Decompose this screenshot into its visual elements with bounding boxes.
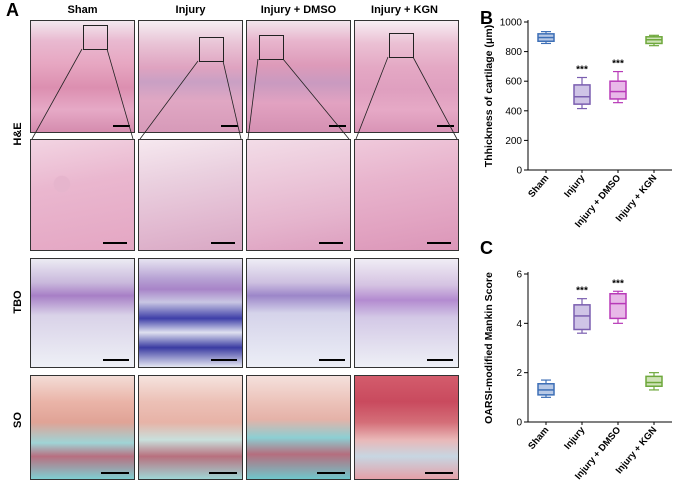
scale-bar (427, 359, 453, 361)
scale-bar (101, 472, 129, 474)
y-tick-label: 2 (516, 368, 522, 379)
x-tick-label: Injury (562, 172, 588, 199)
tbo-dmso-image (246, 258, 351, 368)
column-header-sham: Sham (67, 4, 98, 16)
he-overview-dmso-image (246, 20, 351, 133)
y-tick-label: 800 (505, 47, 522, 58)
tbo-kgn-image (354, 258, 459, 368)
zoom-guide-lines (31, 48, 458, 140)
scale-bar (103, 359, 129, 361)
y-axis-label: OARSI-modified Mankin Score (483, 272, 495, 424)
so-dmso-image (246, 375, 351, 480)
y-tick-label: 1000 (500, 18, 523, 29)
zoom-region-box (199, 37, 224, 62)
scale-bar (211, 359, 237, 361)
scale-bar (211, 242, 235, 244)
panel-label: C (480, 238, 493, 258)
he-overview-sham-image (30, 20, 135, 133)
so-kgn-image (354, 375, 459, 480)
scale-bar (113, 125, 130, 127)
chart-c: C OARSI-modified Mankin Score 0 2 4 6 Sham *** I… (480, 238, 672, 482)
scale-bar (319, 242, 343, 244)
scale-bar (319, 359, 345, 361)
column-header-injury-dmso: Injury + DMSO (260, 4, 337, 16)
he-overview-injury-image (138, 20, 243, 133)
scale-bar (221, 125, 238, 127)
he-zoom-sham-image (30, 139, 135, 251)
y-axis-label: Thhickness of cartilage (μm) (483, 25, 495, 167)
y-tick-label: 400 (505, 106, 522, 117)
significance-label: *** (612, 278, 624, 289)
x-tick-label: Injury (562, 424, 588, 451)
scale-bar (437, 125, 454, 127)
zoom-region-box (259, 35, 284, 60)
zoom-region-box (83, 25, 108, 50)
y-tick-label: 0 (516, 418, 522, 429)
row-header-so: SO (12, 412, 24, 428)
panel-a-label: A (6, 0, 19, 20)
scale-bar (209, 472, 237, 474)
scale-bar (103, 242, 127, 244)
significance-label: *** (612, 59, 624, 70)
panel-label: B (480, 8, 493, 28)
y-tick-label: 200 (505, 136, 522, 147)
scale-bar (425, 472, 453, 474)
box (609, 292, 627, 320)
column-header-injury-kgn: Injury + KGN (371, 4, 438, 16)
tbo-injury-image (138, 258, 243, 368)
scale-bar (329, 125, 346, 127)
box (573, 84, 591, 105)
zoom-region-box (389, 33, 414, 58)
he-zoom-dmso-image (246, 139, 351, 251)
column-header-injury: Injury (175, 4, 206, 16)
row-header-tbo: TBO (12, 290, 24, 314)
he-zoom-injury-image (138, 139, 243, 251)
he-zoom-kgn-image (354, 139, 459, 251)
box (645, 375, 663, 387)
x-tick-label: Sham (526, 425, 551, 452)
box (609, 80, 627, 100)
box (573, 304, 591, 331)
so-sham-image (30, 375, 135, 480)
so-injury-image (138, 375, 243, 480)
y-tick-label: 600 (505, 77, 522, 88)
tbo-sham-image (30, 258, 135, 368)
y-tick-label: 4 (516, 319, 522, 330)
significance-label: *** (576, 65, 588, 76)
x-tick-label: Sham (526, 173, 551, 200)
he-overview-kgn-image (354, 20, 459, 133)
scale-bar (427, 242, 451, 244)
y-tick-label: 6 (516, 270, 522, 281)
scale-bar (317, 472, 345, 474)
significance-label: *** (576, 286, 588, 297)
y-tick-label: 0 (516, 166, 522, 177)
